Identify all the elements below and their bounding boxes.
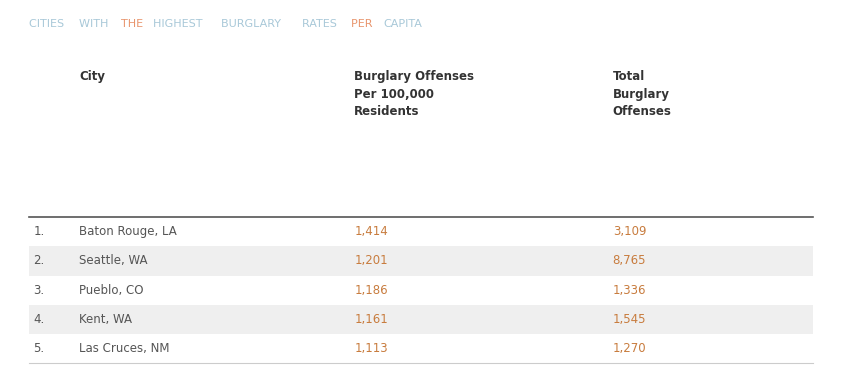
Text: 1.: 1.: [34, 226, 45, 238]
Text: 2.: 2.: [34, 255, 45, 267]
Text: CAPITA: CAPITA: [383, 19, 422, 29]
Text: PER: PER: [351, 19, 376, 29]
Bar: [29, 305, 813, 334]
Bar: [29, 217, 813, 246]
Text: WITH: WITH: [78, 19, 111, 29]
Text: BURGLARY: BURGLARY: [221, 19, 285, 29]
Text: 4.: 4.: [34, 312, 45, 326]
Text: 3.: 3.: [34, 284, 45, 297]
Text: 3,109: 3,109: [613, 226, 647, 238]
Bar: [29, 246, 813, 276]
Text: City: City: [79, 70, 105, 83]
Text: 1,201: 1,201: [354, 255, 388, 267]
Text: 1,545: 1,545: [613, 312, 647, 326]
Text: Total
Burglary
Offenses: Total Burglary Offenses: [613, 70, 672, 118]
Text: RATES: RATES: [302, 19, 340, 29]
Text: 1,270: 1,270: [613, 342, 647, 355]
Text: Las Cruces, NM: Las Cruces, NM: [79, 342, 170, 355]
Text: 1,414: 1,414: [354, 226, 388, 238]
Text: CITIES: CITIES: [29, 19, 68, 29]
Text: 5.: 5.: [34, 342, 45, 355]
Text: 1,186: 1,186: [354, 284, 388, 297]
Text: HIGHEST: HIGHEST: [153, 19, 206, 29]
Bar: [29, 276, 813, 305]
Text: Kent, WA: Kent, WA: [79, 312, 132, 326]
Text: 8,765: 8,765: [613, 255, 647, 267]
Text: 1,161: 1,161: [354, 312, 388, 326]
Text: 1,336: 1,336: [613, 284, 647, 297]
Text: Seattle, WA: Seattle, WA: [79, 255, 147, 267]
Text: Pueblo, CO: Pueblo, CO: [79, 284, 144, 297]
Text: THE: THE: [120, 19, 147, 29]
Text: Burglary Offenses
Per 100,000
Residents: Burglary Offenses Per 100,000 Residents: [354, 70, 474, 118]
Text: 1,113: 1,113: [354, 342, 388, 355]
Text: Baton Rouge, LA: Baton Rouge, LA: [79, 226, 177, 238]
Bar: [29, 334, 813, 362]
